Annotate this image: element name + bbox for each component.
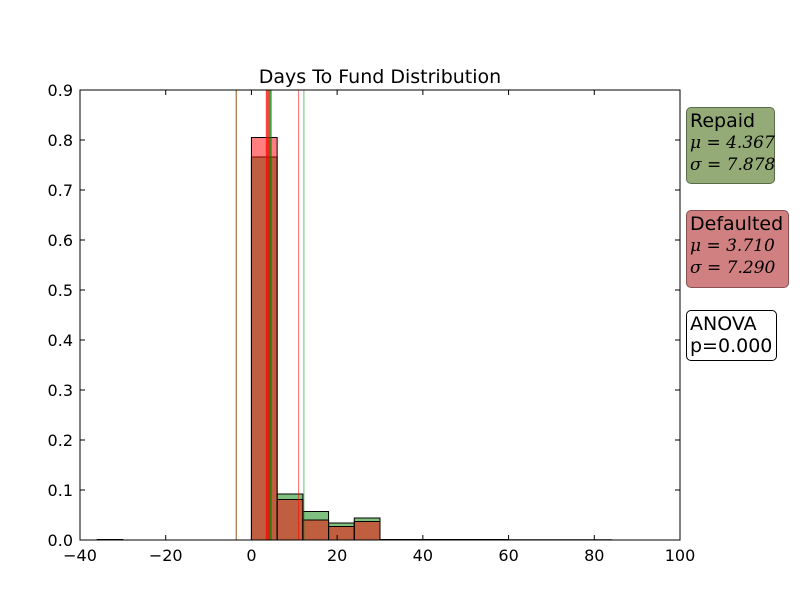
repaid-mean: μ = 4.367 [690, 133, 775, 153]
defaulted-bar-0 [250, 137, 278, 541]
chart-title: Days To Fund Distribution [259, 66, 501, 88]
defaulted-bar-4 [353, 521, 381, 541]
repaid-box-title: Repaid [690, 110, 756, 132]
defaulted-stats-box: Defaulted μ = 3.710 σ = 7.290 [686, 210, 789, 288]
y-axis-ticks: 0.0 0.1 0.2 0.3 0.4 0.5 0.6 0.7 0.8 0.9 [48, 81, 680, 550]
x-tick-label-1: −20 [149, 546, 183, 565]
plot-frame [79, 89, 681, 541]
mean-std-lines [235, 90, 305, 540]
y-tick-label-1: 0.1 [48, 481, 73, 500]
x-tick-label-4: 40 [413, 546, 433, 565]
y-tick-label-9: 0.9 [48, 81, 73, 100]
y-tick-label-3: 0.3 [48, 381, 73, 400]
repaid-stats-box: Repaid μ = 4.367 σ = 7.878 [686, 107, 775, 184]
defaulted-mean: μ = 3.710 [690, 236, 775, 256]
x-tick-label-5: 60 [498, 546, 518, 565]
x-tick-label-2: 0 [246, 546, 256, 565]
x-tick-label-0: −40 [63, 546, 97, 565]
y-tick-label-7: 0.7 [48, 181, 73, 200]
histogram-bars [96, 137, 612, 541]
x-axis-ticks: −40 −20 0 20 40 60 80 100 [63, 90, 695, 565]
defaulted-bar-2 [302, 519, 330, 541]
y-tick-label-8: 0.8 [48, 131, 73, 150]
anova-p-value: p=0.000 [690, 335, 773, 357]
y-tick-label-6: 0.6 [48, 231, 73, 250]
defaulted-box-title: Defaulted [690, 213, 784, 235]
y-tick-label-4: 0.4 [48, 331, 73, 350]
anova-label: ANOVA [690, 313, 757, 335]
y-tick-label-5: 0.5 [48, 281, 73, 300]
x-tick-label-3: 20 [327, 546, 347, 565]
x-tick-label-6: 80 [584, 546, 604, 565]
defaulted-std: σ = 7.290 [690, 258, 776, 278]
repaid-std: σ = 7.878 [690, 155, 776, 175]
anova-box: ANOVA p=0.000 [686, 310, 777, 361]
y-tick-label-2: 0.2 [48, 431, 73, 450]
defaulted-bar-3 [328, 526, 355, 541]
x-tick-label-7: 100 [665, 546, 696, 565]
y-tick-label-0: 0.0 [48, 531, 73, 550]
